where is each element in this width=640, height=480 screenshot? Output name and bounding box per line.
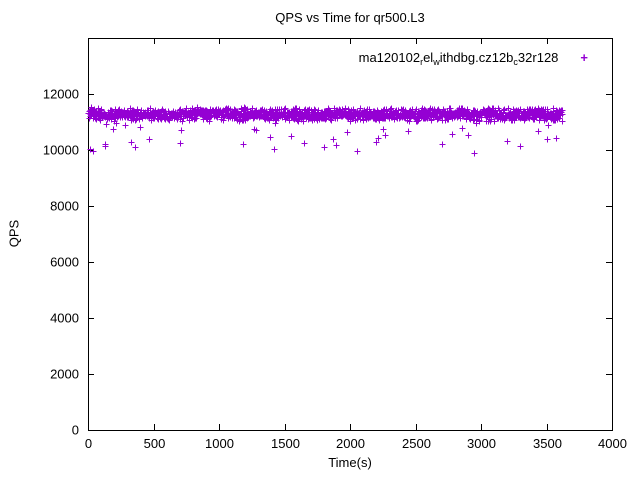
y-tick-label: 10000 <box>43 143 79 158</box>
x-tick-label: 1500 <box>271 436 300 451</box>
x-axis-label: Time(s) <box>328 455 372 470</box>
y-tick-label: 0 <box>72 423 79 438</box>
legend-label-segment: el <box>423 50 434 65</box>
x-tick-label: 1000 <box>205 436 234 451</box>
legend-label-segment: ithdbg.cz12b <box>439 50 514 65</box>
x-tick-label: 3500 <box>533 436 562 451</box>
legend-label-segment: r <box>420 57 424 67</box>
scatter-points <box>85 104 566 157</box>
legend-label: ma120102relwithdbg.cz12bc32r128 <box>358 50 559 67</box>
x-tick-label: 500 <box>144 436 166 451</box>
y-tick-label: 6000 <box>50 255 79 270</box>
chart-title: QPS vs Time for qr500.L3 <box>275 10 425 25</box>
plot-border <box>88 38 613 431</box>
legend: ma120102relwithdbg.cz12bc32r128 + <box>88 50 588 67</box>
x-tick-label: 3000 <box>467 436 496 451</box>
x-tick-label: 2500 <box>402 436 431 451</box>
y-axis-label: QPS <box>6 219 22 248</box>
x-tick-label: 2000 <box>336 436 365 451</box>
legend-marker-icon: + <box>580 50 588 65</box>
y-tick-label: 12000 <box>43 87 79 102</box>
legend-label-segment: ma120102 <box>358 50 421 65</box>
y-tick-label: 8000 <box>50 199 79 214</box>
x-tick-label: 0 <box>85 436 92 451</box>
y-tick-label: 2000 <box>50 367 79 382</box>
y-tick-label: 4000 <box>50 311 79 326</box>
legend-label-segment: w <box>433 57 440 67</box>
legend-label-segment: c <box>513 57 518 67</box>
legend-label-segment: 32r128 <box>517 50 559 65</box>
x-tick-label: 4000 <box>598 436 627 451</box>
